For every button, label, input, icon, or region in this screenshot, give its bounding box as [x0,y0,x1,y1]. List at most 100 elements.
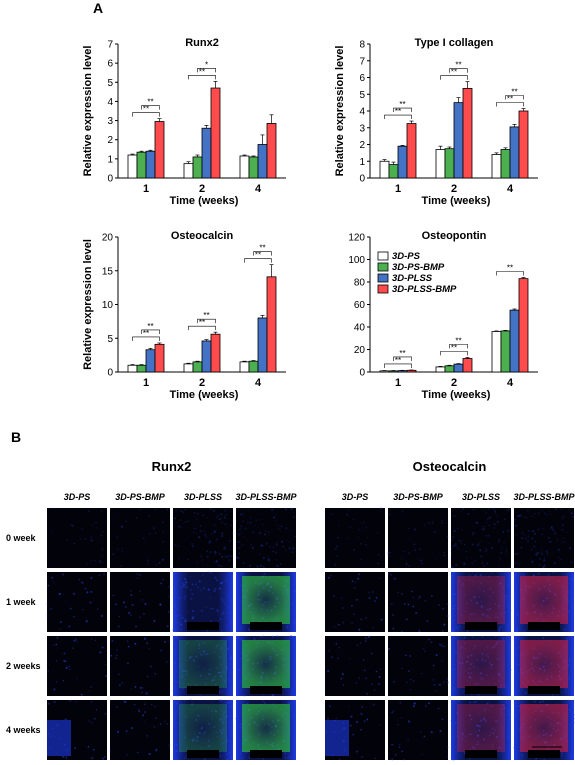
bar [239,361,250,373]
bar [192,156,203,179]
micrograph-cell [325,700,385,761]
x-tick-label: 2 [451,183,457,195]
significance-bracket [449,68,468,73]
significance-mark: ** [511,87,517,96]
significance-bracket [440,351,468,356]
micrograph-cell [387,508,449,568]
bar [248,360,259,373]
micrograph-cell [514,507,575,569]
micrograph-cell [325,635,385,696]
significance-bracket [505,95,524,100]
bar [127,364,138,373]
bar [518,278,529,373]
y-tick-label: 5 [359,90,365,101]
bar [145,150,156,179]
bar [397,370,408,373]
legend-entry: 3D-PLSS-BMP [392,284,457,295]
significance-mark: ** [507,94,513,103]
micrograph-column-label: 3D-PS-BMP [115,492,166,502]
chart-title: Runx2 [185,37,219,49]
panel-b-label: B [11,429,21,445]
bar [248,156,259,179]
y-tick-label: 4 [359,107,365,118]
bar [145,349,156,373]
scale-bar-label: 300 μm [537,751,557,757]
micrograph-cell [513,700,575,761]
micrograph-cell [235,700,296,760]
significance-mark: ** [143,105,149,114]
legend-swatch [377,251,389,261]
significance-bracket [141,105,160,110]
bar [183,363,194,373]
significance-mark: ** [255,251,261,260]
y-tick-label: 7 [107,40,113,51]
y-tick-label: 1 [107,154,113,165]
x-tick-label: 1 [143,377,149,389]
significance-bracket [449,344,468,349]
micrograph-cell [109,700,171,760]
micrograph-column-label: 3D-PLSS [184,492,222,502]
micrograph-row-label: 2 weeks [6,661,41,671]
x-tick-label: 1 [143,183,149,195]
significance-bracket [132,336,160,341]
chart-title: Osteocalcin [171,230,234,242]
significance-mark: ** [147,98,153,107]
micrograph-cell [325,507,385,568]
y-axis-label: Relative expression level [82,239,94,370]
y-tick-label: 100 [348,255,365,266]
significance-mark: ** [455,336,461,345]
y-tick-label: 6 [107,59,113,70]
bar [388,370,399,373]
micrograph-row-label: 4 weeks [6,725,41,735]
y-axis-label: Relative expression level [82,46,94,177]
bar [388,164,399,179]
y-tick-label: 6 [359,73,365,84]
significance-bracket [188,325,216,331]
micrograph-cell [235,635,296,697]
y-tick-label: 0 [107,174,113,185]
y-tick-label: 1 [359,157,365,168]
x-tick-label: 4 [507,377,514,389]
micrograph-group-runx2: Runx2 3D-PS 3D-PS-BMP 3D-PLSS 3D-PLSS-BMP 0 w… [6,459,297,761]
significance-mark: ** [147,322,153,331]
significance-bracket [440,75,468,80]
micrograph-cell [451,635,512,697]
bar [491,331,502,373]
significance-bracket [496,102,524,107]
y-tick-label: 8 [359,40,365,51]
bar [257,317,268,373]
significance-mark: * [205,60,208,69]
micrograph-row-label: 0 week [6,533,37,543]
micrograph-panels: Runx2 3D-PS 3D-PS-BMP 3D-PLSS 3D-PLSS-BMP 0 w… [6,459,575,761]
significance-bracket [141,329,160,334]
bar [500,330,511,373]
significance-mark: ** [395,107,401,116]
micrograph-group-osteocalcin: Osteocalcin 3D-PS 3D-PS-BMP 3D-PLSS 3D-PLSS-… [325,459,575,761]
chart-0: 0 1 2 3 4 5 6 7 Runx2 Relative expression level Ti… [82,36,286,207]
x-tick-label: 2 [199,377,205,389]
micrograph-cell [110,572,171,632]
significance-bracket [244,258,272,263]
x-tick-label: 4 [507,183,514,195]
bar [509,126,520,179]
chart-1: 0 1 2 3 4 5 6 7 8 Type I collagen Relative express… [334,36,538,207]
bar [500,149,511,179]
bar [239,155,250,179]
bar [210,87,221,179]
significance-mark: ** [399,349,405,358]
significance-mark: ** [507,264,513,273]
x-tick-label: 1 [395,183,401,195]
micrograph-cell [451,571,512,633]
significance-bracket [393,107,412,113]
micrograph-column-label: 3D-PLSS-BMP [235,492,297,502]
bar [453,102,464,179]
micrograph-cell [172,507,234,568]
significance-bracket [253,251,272,256]
bar [127,154,138,179]
y-axis-label: Relative expression level [334,46,346,177]
micrograph-cell [388,700,449,761]
x-axis-label: Time (weeks) [170,389,239,401]
micrograph-column-label: 3D-PS-BMP [393,492,444,502]
micrograph-cell [172,635,234,697]
